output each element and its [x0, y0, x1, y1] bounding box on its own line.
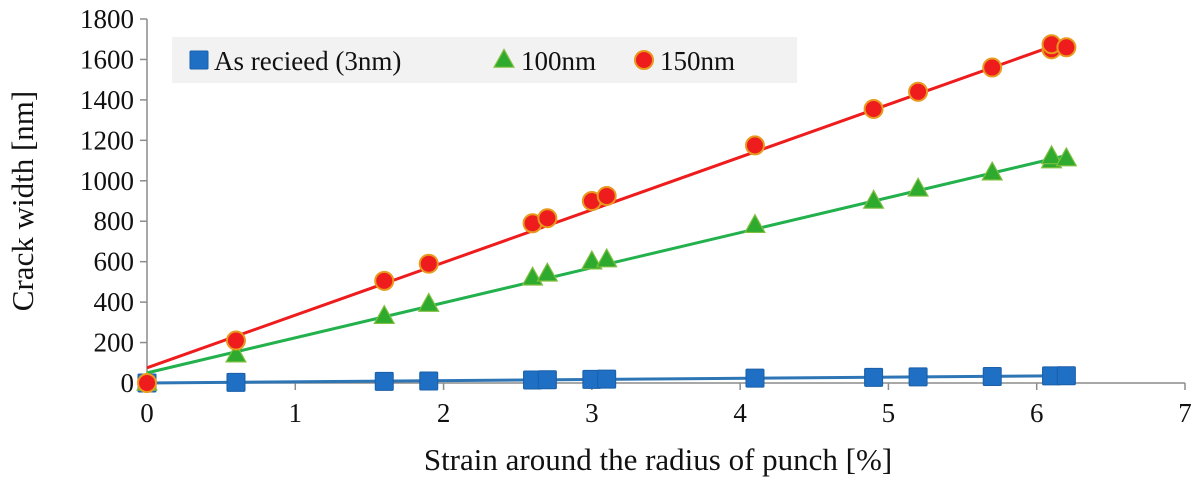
data-point-circle — [744, 135, 765, 156]
data-point-circle — [982, 57, 1003, 78]
data-point-circle — [225, 330, 246, 351]
legend-label: 100nm — [521, 46, 596, 76]
data-point-circle — [418, 253, 439, 274]
legend-label: 150nm — [660, 46, 735, 76]
y-tick-label: 1000 — [80, 166, 134, 196]
data-point-circle — [1056, 37, 1077, 58]
x-tick-label: 5 — [882, 398, 896, 428]
data-point-square — [226, 372, 246, 392]
x-tick-label: 3 — [585, 398, 599, 428]
legend-background — [172, 37, 797, 83]
data-point-square — [597, 369, 617, 389]
x-tick-label: 2 — [437, 398, 451, 428]
data-point-square — [374, 371, 394, 391]
y-tick-label: 600 — [94, 247, 135, 277]
x-tick-label: 6 — [1030, 398, 1044, 428]
data-point-square — [908, 367, 928, 387]
x-axis-title: Strain around the radius of punch [%] — [424, 442, 892, 477]
legend-marker-circle — [634, 50, 654, 70]
data-point-square — [864, 367, 884, 387]
y-tick-label: 1600 — [80, 44, 134, 74]
data-point-square — [1056, 366, 1076, 386]
data-point-circle — [596, 185, 617, 206]
legend-marker-triangle — [493, 48, 515, 68]
x-tick-label: 7 — [1178, 398, 1192, 428]
data-point-triangle — [981, 160, 1004, 181]
data-point-triangle — [595, 247, 618, 268]
data-point-triangle — [417, 292, 440, 312]
data-point-circle — [863, 98, 884, 119]
data-point-triangle — [536, 261, 559, 282]
y-tick-label: 0 — [121, 368, 135, 398]
x-tick-label: 1 — [289, 398, 303, 428]
data-point-square — [982, 367, 1002, 387]
legend: As recieed (3nm) 100nm 150nm — [172, 37, 797, 83]
data-point-square — [745, 368, 765, 388]
y-tick-label: 800 — [94, 206, 135, 236]
y-tick-label: 1400 — [80, 85, 134, 115]
legend-label: As recieed (3nm) — [214, 46, 401, 76]
axis-ticks: 0 1 2 3 4 5 6 7 0 200 400 600 800 1000 1200 1400 1600 180… — [80, 4, 1192, 428]
y-tick-label: 1800 — [80, 4, 134, 34]
data-point-triangle — [1040, 144, 1063, 165]
legend-marker-square — [189, 50, 209, 70]
data-points — [136, 34, 1078, 393]
data-point-circle — [908, 81, 929, 102]
data-point-triangle — [744, 213, 766, 234]
data-point-square — [537, 370, 557, 390]
data-point-triangle — [225, 342, 247, 363]
data-point-circle — [137, 373, 157, 393]
trendlines — [146, 39, 1067, 385]
data-point-triangle — [373, 304, 396, 325]
data-point-circle — [537, 208, 558, 229]
x-tick-label: 0 — [140, 398, 154, 428]
data-point-triangle — [580, 249, 603, 270]
y-tick-label: 200 — [94, 328, 135, 358]
data-point-square — [419, 371, 439, 391]
data-point-triangle — [862, 189, 885, 209]
x-tick-label: 4 — [733, 398, 747, 428]
y-axis-title: Crack width [nm] — [5, 91, 40, 311]
data-point-triangle — [1055, 146, 1078, 167]
y-tick-label: 400 — [94, 287, 135, 317]
data-point-triangle — [521, 266, 544, 286]
data-point-triangle — [907, 177, 930, 197]
y-tick-label: 1200 — [80, 125, 134, 155]
data-point-circle — [374, 270, 395, 291]
